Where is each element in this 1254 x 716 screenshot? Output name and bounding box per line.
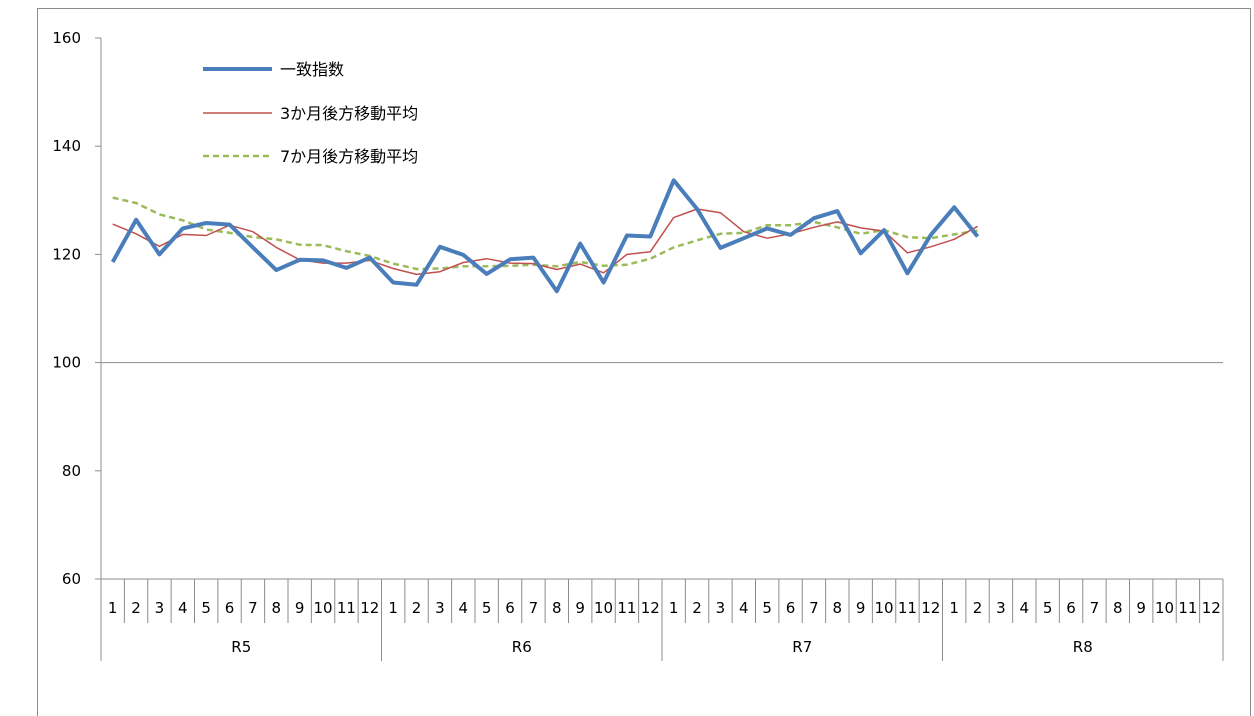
x-month-label: 4 <box>178 599 188 617</box>
y-tick-label: 100 <box>52 354 81 372</box>
x-year-label: R6 <box>512 638 532 656</box>
x-axis: 1 2 3 4 5 6 7 8 9 10 11 12 1 2 3 4 5 6 7 8 9 10 11 12 1 2 3 4 5 6 7 8 9 1… <box>100 578 1224 661</box>
x-month-label: 6 <box>505 599 515 617</box>
x-month-label: 11 <box>337 599 356 617</box>
x-month-label: 9 <box>575 599 585 617</box>
series-line <box>112 196 978 271</box>
x-month-label: 12 <box>641 599 660 617</box>
x-month-label: 1 <box>949 599 959 617</box>
x-month-label: 5 <box>1043 599 1053 617</box>
x-month-label: 5 <box>762 599 772 617</box>
x-month-label: 10 <box>314 599 333 617</box>
x-month-label: 9 <box>856 599 866 617</box>
x-month-label: 7 <box>248 599 258 617</box>
x-month-label: 6 <box>786 599 796 617</box>
series-line <box>112 208 978 276</box>
y-tick-label: 120 <box>52 245 81 263</box>
x-month-label: 10 <box>1155 599 1174 617</box>
x-month-label: 11 <box>1178 599 1197 617</box>
x-month-label: 11 <box>898 599 917 617</box>
x-month-label: 10 <box>594 599 613 617</box>
x-month-label: 7 <box>529 599 539 617</box>
x-month-label: 7 <box>1090 599 1100 617</box>
y-axis: 60 80 100 120 140 160 <box>52 29 102 588</box>
x-month-label: 3 <box>996 599 1006 617</box>
legend: 一致指数 3か月後方移動平均 7か月後方移動平均 <box>203 60 418 166</box>
x-month-label: 9 <box>295 599 305 617</box>
x-month-label: 1 <box>669 599 679 617</box>
x-year-label: R5 <box>231 638 251 656</box>
x-month-label: 3 <box>435 599 445 617</box>
x-month-label: 2 <box>973 599 983 617</box>
y-tick-label: 60 <box>62 570 81 588</box>
series-line <box>110 178 980 294</box>
x-month-label: 1 <box>108 599 118 617</box>
x-month-label: 2 <box>131 599 141 617</box>
legend-label: 3か月後方移動平均 <box>280 104 418 123</box>
x-year-label: R7 <box>792 638 812 656</box>
y-tick-label: 160 <box>52 29 81 47</box>
x-month-label: 6 <box>225 599 235 617</box>
legend-label: 7か月後方移動平均 <box>280 147 418 166</box>
x-month-label: 4 <box>459 599 469 617</box>
x-month-label: 6 <box>1066 599 1076 617</box>
x-month-label: 9 <box>1136 599 1146 617</box>
chart-frame <box>37 8 1251 716</box>
x-month-label: 1 <box>388 599 398 617</box>
x-month-label: 3 <box>716 599 726 617</box>
x-month-label: 5 <box>201 599 211 617</box>
x-month-label: 11 <box>617 599 636 617</box>
x-month-label: 12 <box>921 599 940 617</box>
x-month-label: 2 <box>692 599 702 617</box>
y-tick-label: 140 <box>52 137 81 155</box>
legend-label: 一致指数 <box>280 60 344 79</box>
y-tick-label: 80 <box>62 462 81 480</box>
x-month-label: 8 <box>1113 599 1123 617</box>
x-month-label: 3 <box>155 599 165 617</box>
series-layer <box>110 178 980 294</box>
x-month-label: 4 <box>1020 599 1030 617</box>
x-month-label: 8 <box>272 599 282 617</box>
x-year-label: R8 <box>1073 638 1093 656</box>
x-month-label: 10 <box>875 599 894 617</box>
x-month-label: 5 <box>482 599 492 617</box>
x-month-label: 4 <box>739 599 749 617</box>
x-month-label: 2 <box>412 599 422 617</box>
x-month-label: 12 <box>1202 599 1221 617</box>
x-month-label: 12 <box>360 599 379 617</box>
x-month-label: 8 <box>552 599 562 617</box>
x-month-label: 8 <box>833 599 843 617</box>
x-month-label: 7 <box>809 599 819 617</box>
